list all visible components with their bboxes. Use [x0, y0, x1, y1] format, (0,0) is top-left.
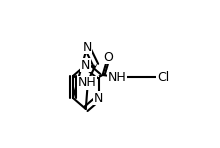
Text: C: C — [95, 65, 96, 66]
Text: NH: NH — [78, 76, 96, 89]
Text: N: N — [82, 41, 92, 54]
Text: N: N — [86, 82, 88, 83]
Text: S: S — [84, 77, 92, 90]
Text: N: N — [81, 58, 90, 71]
Text: Cl: Cl — [157, 70, 169, 83]
Text: O: O — [103, 50, 113, 63]
Text: C: C — [98, 75, 99, 77]
Text: NH: NH — [108, 70, 127, 83]
Text: N: N — [94, 91, 103, 104]
